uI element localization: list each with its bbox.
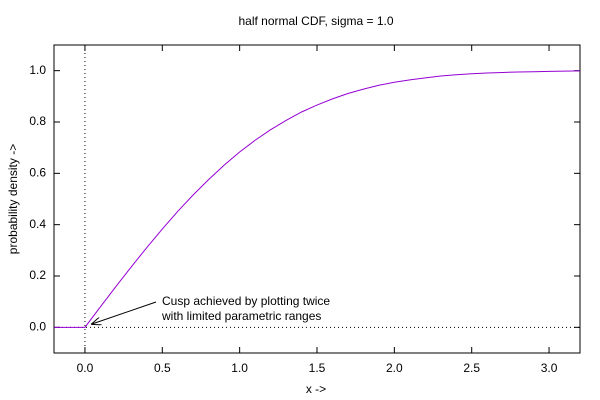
y-tick-label: 0.0 [29,320,46,334]
y-tick-label: 0.6 [29,166,46,180]
x-tick-label: 1.5 [309,361,326,375]
y-tick-label: 0.8 [29,114,46,128]
x-tick-label: 2.5 [463,361,480,375]
y-tick-label: 1.0 [29,63,46,77]
chart-title: half normal CDF, sigma = 1.0 [238,14,393,28]
x-tick-label: 0.0 [77,361,94,375]
x-tick-label: 3.0 [541,361,558,375]
annotation: Cusp achieved by plotting twice [162,294,330,308]
x-tick-label: 2.0 [386,361,403,375]
annotation: with limited parametric ranges [161,309,321,323]
x-tick-label: 1.0 [231,361,248,375]
annotation-arrow [92,301,157,324]
y-tick-label: 0.4 [29,217,46,231]
data-line [54,70,581,328]
x-axis-label: x -> [306,382,326,396]
y-axis-label: probability density -> [6,144,20,254]
y-tick-label: 0.2 [29,268,46,282]
x-tick-label: 0.5 [154,361,171,375]
